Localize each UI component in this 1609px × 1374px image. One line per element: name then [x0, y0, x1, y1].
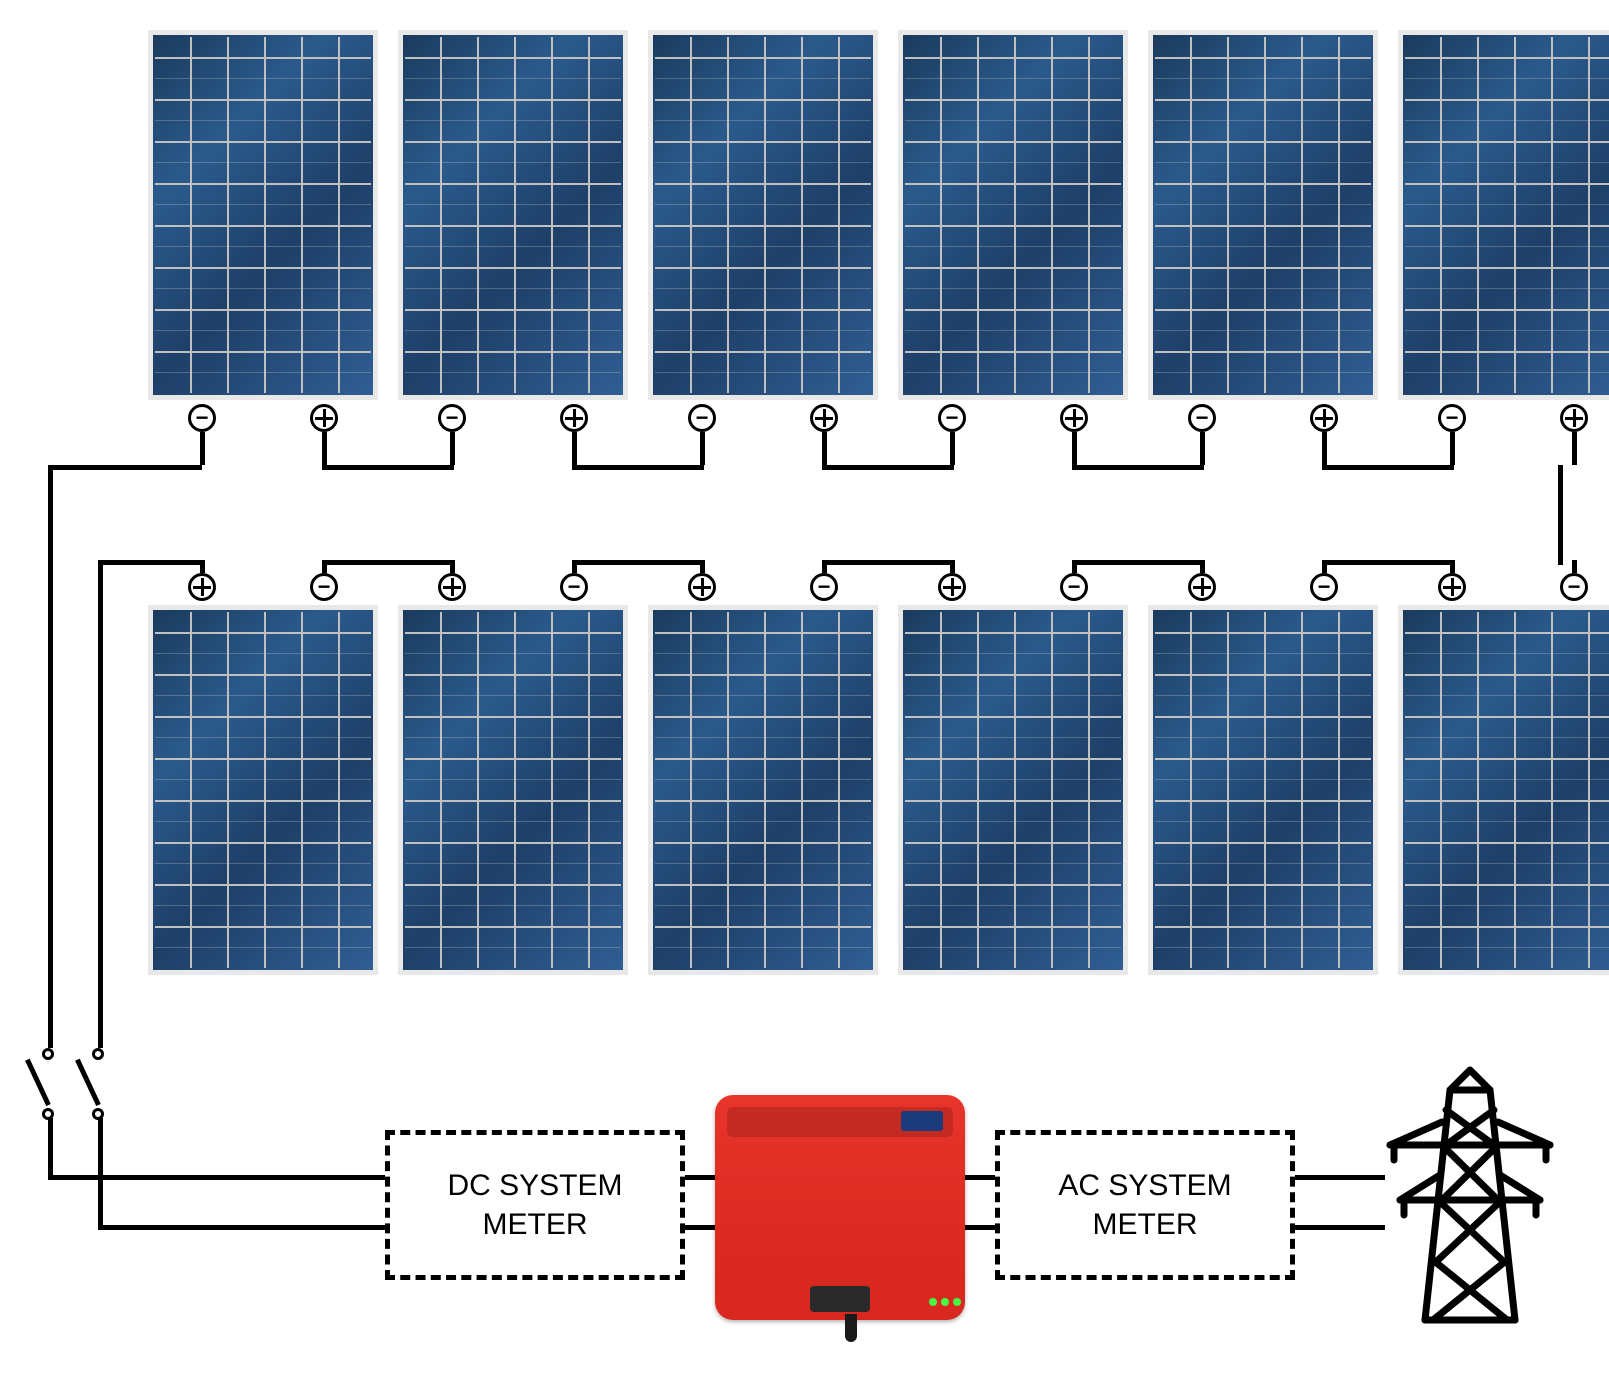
wire — [1322, 465, 1454, 470]
terminal-plus-icon — [1060, 404, 1088, 432]
terminal-minus-icon — [810, 573, 838, 601]
wire — [1322, 432, 1327, 465]
wire — [572, 560, 704, 565]
solar-panel — [1148, 30, 1378, 400]
terminal-plus-icon — [1438, 573, 1466, 601]
terminal-plus-icon — [310, 404, 338, 432]
transmission-tower-icon — [1370, 1060, 1570, 1325]
inverter-brand-label — [901, 1111, 943, 1131]
wire — [685, 1225, 715, 1230]
terminal-plus-icon — [560, 404, 588, 432]
solar-panel — [1398, 30, 1609, 400]
solar-panel — [1398, 605, 1609, 975]
solar-panel — [398, 30, 628, 400]
inverter-status-leds — [929, 1298, 937, 1306]
solar-panel — [898, 605, 1128, 975]
wire — [1072, 432, 1077, 465]
terminal-minus-icon — [560, 573, 588, 601]
terminal-plus-icon — [188, 573, 216, 601]
terminal-minus-icon — [688, 404, 716, 432]
inverter-connector — [810, 1286, 870, 1312]
terminal-minus-icon — [1060, 573, 1088, 601]
terminal-plus-icon — [1310, 404, 1338, 432]
wire — [822, 432, 827, 465]
dc-meter-label-line2: METER — [483, 1205, 588, 1244]
wire — [1558, 465, 1563, 565]
solar-panel — [148, 605, 378, 975]
terminal-plus-icon — [938, 573, 966, 601]
wire — [98, 560, 202, 565]
terminal-plus-icon — [438, 573, 466, 601]
terminal-minus-icon — [938, 404, 966, 432]
wire — [685, 1175, 715, 1180]
terminal-plus-icon — [1188, 573, 1216, 601]
wire — [700, 432, 705, 465]
terminal-minus-icon — [1560, 573, 1588, 601]
wire — [822, 465, 954, 470]
wire — [1322, 560, 1454, 565]
ac-meter-label-line1: AC SYSTEM — [1058, 1166, 1231, 1205]
solar-panel — [648, 30, 878, 400]
wire — [48, 1175, 385, 1180]
terminal-minus-icon — [1310, 573, 1338, 601]
wire — [572, 432, 577, 465]
solar-system-diagram: DC SYSTEM METER AC SYSTEM METER — [0, 0, 1609, 1374]
wire — [1572, 432, 1577, 465]
wire — [822, 560, 954, 565]
wire — [322, 560, 454, 565]
wire — [572, 465, 704, 470]
wire — [200, 432, 205, 465]
switch-bottom-upper-node — [92, 1048, 104, 1060]
solar-panel — [398, 605, 628, 975]
solar-panel — [148, 30, 378, 400]
inverter — [715, 1095, 965, 1320]
terminal-minus-icon — [1438, 404, 1466, 432]
wire — [950, 432, 955, 465]
inverter-cable — [845, 1314, 857, 1342]
wire — [98, 1225, 385, 1230]
switch-bottom-arm — [75, 1059, 101, 1106]
terminal-plus-icon — [688, 573, 716, 601]
dc-system-meter: DC SYSTEM METER — [385, 1130, 685, 1280]
wire — [1572, 560, 1577, 573]
terminal-plus-icon — [810, 404, 838, 432]
wire — [965, 1175, 995, 1180]
switch-top-arm — [25, 1059, 51, 1106]
wire — [965, 1225, 995, 1230]
wire — [1200, 432, 1205, 465]
wire — [48, 465, 202, 470]
switch-top-upper-node — [42, 1048, 54, 1060]
dc-meter-label-line1: DC SYSTEM — [447, 1166, 622, 1205]
wire — [1072, 560, 1204, 565]
wire — [48, 1118, 53, 1178]
ac-meter-label-line2: METER — [1093, 1205, 1198, 1244]
wire — [1450, 432, 1455, 465]
wire — [322, 432, 327, 465]
switch-top-lower-node — [42, 1108, 54, 1120]
wire — [98, 1118, 103, 1228]
wire — [322, 465, 454, 470]
wire — [1072, 465, 1204, 470]
terminal-plus-icon — [1560, 404, 1588, 432]
wire — [48, 465, 53, 1048]
terminal-minus-icon — [438, 404, 466, 432]
solar-panel — [648, 605, 878, 975]
solar-panel — [898, 30, 1128, 400]
switch-bottom-lower-node — [92, 1108, 104, 1120]
terminal-minus-icon — [310, 573, 338, 601]
ac-system-meter: AC SYSTEM METER — [995, 1130, 1295, 1280]
wire — [450, 432, 455, 465]
wire — [98, 560, 103, 1048]
solar-panel — [1148, 605, 1378, 975]
terminal-minus-icon — [188, 404, 216, 432]
terminal-minus-icon — [1188, 404, 1216, 432]
